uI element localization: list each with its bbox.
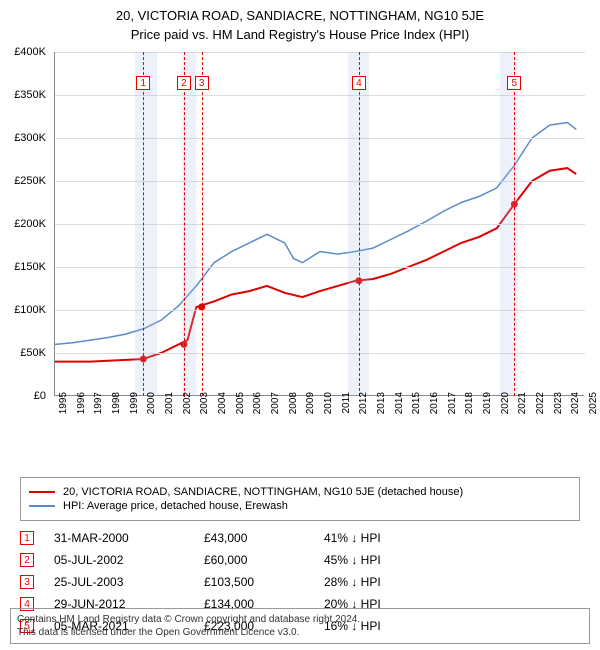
row-price: £103,500 (204, 575, 324, 589)
x-axis-label: 2022 (535, 392, 546, 432)
x-axis-label: 1996 (76, 392, 87, 432)
x-axis-label: 2018 (464, 392, 475, 432)
plot-area: 12345 (54, 52, 584, 396)
row-date: 05-JUL-2002 (54, 553, 204, 567)
price-chart: 12345 £0£50K£100K£150K£200K£250K£300K£35… (10, 52, 590, 432)
row-marker: 3 (20, 575, 34, 589)
x-axis-label: 2007 (270, 392, 281, 432)
x-axis-label: 1997 (93, 392, 104, 432)
x-axis-label: 2010 (323, 392, 334, 432)
row-pct: 45% ↓ HPI (324, 553, 444, 567)
hpi-line (55, 123, 576, 345)
sale-marker-badge: 2 (177, 76, 191, 90)
x-axis-label: 2015 (411, 392, 422, 432)
row-date: 31-MAR-2000 (54, 531, 204, 545)
recession-band (135, 52, 158, 396)
x-axis-label: 2021 (517, 392, 528, 432)
sale-marker-line (514, 52, 515, 396)
x-axis-label: 1998 (111, 392, 122, 432)
row-pct: 28% ↓ HPI (324, 575, 444, 589)
sale-marker-badge: 3 (195, 76, 209, 90)
x-axis-label: 2004 (217, 392, 228, 432)
row-price: £43,000 (204, 531, 324, 545)
x-axis-label: 2014 (394, 392, 405, 432)
sale-marker-badge: 1 (136, 76, 150, 90)
legend-label-property: 20, VICTORIA ROAD, SANDIACRE, NOTTINGHAM… (63, 486, 463, 498)
footer-line1: Contains HM Land Registry data © Crown c… (17, 613, 583, 626)
x-axis-label: 1999 (129, 392, 140, 432)
x-axis-label: 2025 (588, 392, 599, 432)
x-axis-label: 1995 (58, 392, 69, 432)
sales-row: 1 31-MAR-2000£43,00041% ↓ HPI (20, 531, 580, 545)
sale-marker-badge: 4 (352, 76, 366, 90)
row-marker: 2 (20, 553, 34, 567)
x-axis-label: 2005 (235, 392, 246, 432)
x-axis-label: 2001 (164, 392, 175, 432)
x-axis-label: 2009 (305, 392, 316, 432)
sales-row: 2 05-JUL-2002£60,00045% ↓ HPI (20, 553, 580, 567)
legend-item-property: 20, VICTORIA ROAD, SANDIACRE, NOTTINGHAM… (29, 486, 571, 498)
x-axis-label: 2011 (341, 392, 352, 432)
sales-row: 3 25-JUL-2003£103,50028% ↓ HPI (20, 575, 580, 589)
x-axis-label: 2006 (252, 392, 263, 432)
x-axis-label: 2000 (146, 392, 157, 432)
legend-item-hpi: HPI: Average price, detached house, Erew… (29, 500, 571, 512)
y-axis-label: £50K (6, 347, 46, 359)
footer: Contains HM Land Registry data © Crown c… (10, 608, 590, 644)
sale-marker-badge: 5 (507, 76, 521, 90)
y-axis-label: £250K (6, 175, 46, 187)
row-price: £60,000 (204, 553, 324, 567)
x-axis-label: 2023 (553, 392, 564, 432)
y-axis-label: £400K (6, 46, 46, 58)
x-axis-label: 2003 (199, 392, 210, 432)
title-subtitle: Price paid vs. HM Land Registry's House … (10, 27, 590, 42)
x-axis-label: 2013 (376, 392, 387, 432)
x-axis-label: 2020 (500, 392, 511, 432)
y-axis-label: £100K (6, 304, 46, 316)
y-axis-label: £0 (6, 390, 46, 402)
legend-label-hpi: HPI: Average price, detached house, Erew… (63, 500, 288, 512)
legend-swatch-hpi (29, 505, 55, 507)
y-axis-label: £300K (6, 132, 46, 144)
row-date: 25-JUL-2003 (54, 575, 204, 589)
x-axis-label: 2024 (570, 392, 581, 432)
x-axis-label: 2008 (288, 392, 299, 432)
x-axis-label: 2017 (447, 392, 458, 432)
row-marker: 1 (20, 531, 34, 545)
legend: 20, VICTORIA ROAD, SANDIACRE, NOTTINGHAM… (20, 477, 580, 521)
title-address: 20, VICTORIA ROAD, SANDIACRE, NOTTINGHAM… (10, 8, 590, 23)
row-pct: 41% ↓ HPI (324, 531, 444, 545)
x-axis-label: 2016 (429, 392, 440, 432)
x-axis-label: 2002 (182, 392, 193, 432)
sale-marker-line (143, 52, 144, 396)
legend-swatch-property (29, 491, 55, 494)
x-axis-label: 2019 (482, 392, 493, 432)
sale-marker-line (202, 52, 203, 396)
y-axis-label: £350K (6, 89, 46, 101)
sale-marker-line (359, 52, 360, 396)
y-axis-label: £150K (6, 261, 46, 273)
x-axis-label: 2012 (358, 392, 369, 432)
footer-line2: This data is licensed under the Open Gov… (17, 626, 583, 639)
sale-marker-line (184, 52, 185, 396)
y-axis-label: £200K (6, 218, 46, 230)
